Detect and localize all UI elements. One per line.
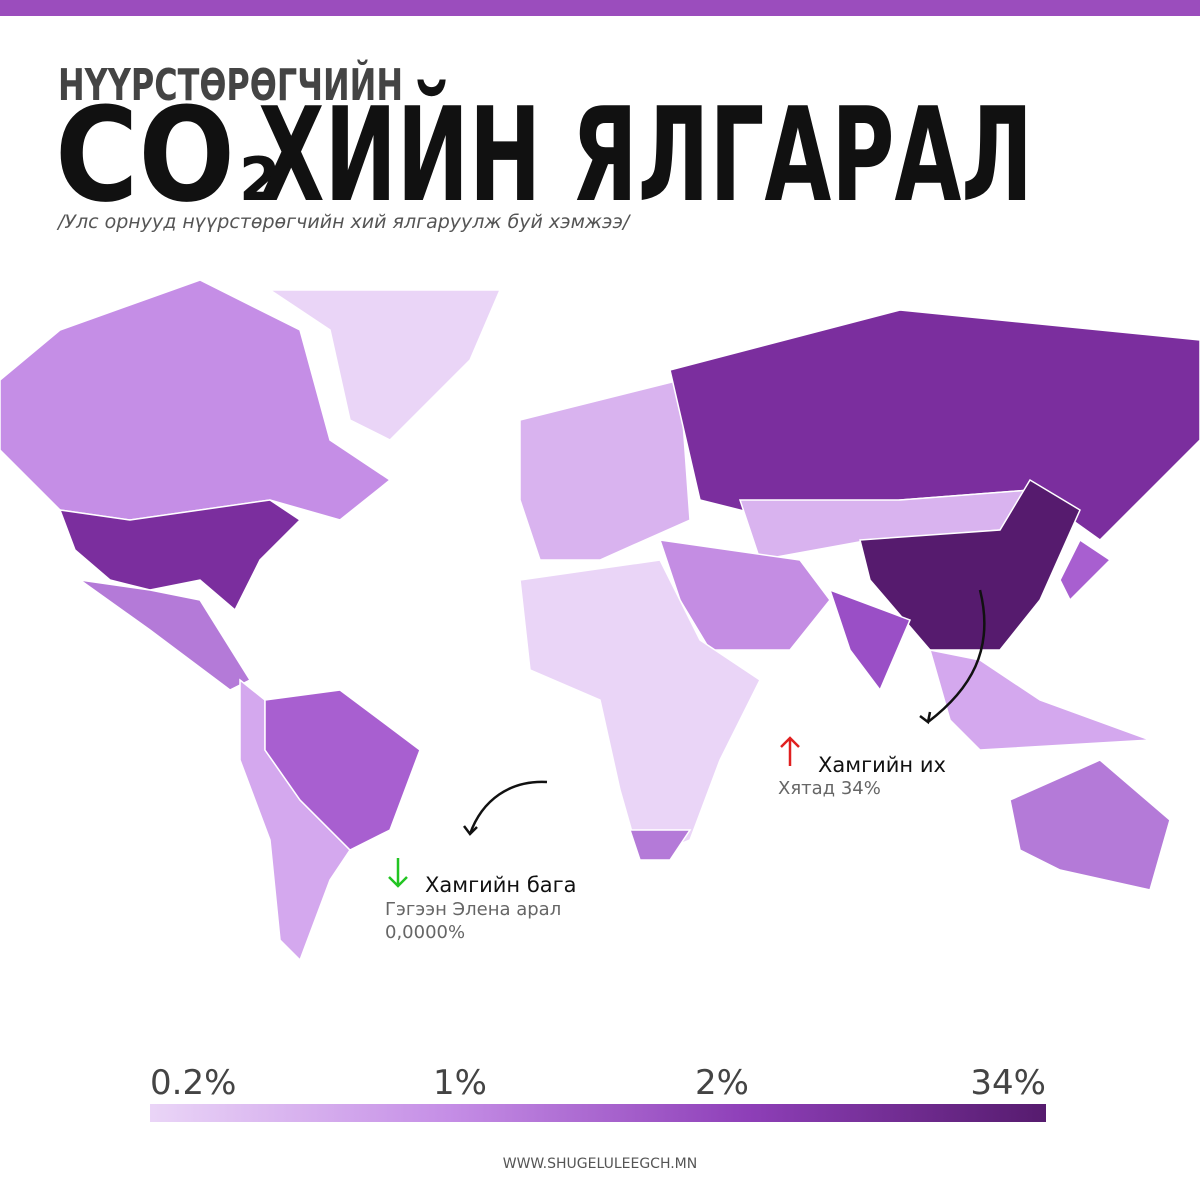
africa [519, 559, 761, 862]
legend-label: 0.2% [150, 1063, 236, 1103]
min-value: 0,0000% [385, 922, 465, 943]
min-arrow [468, 780, 548, 835]
top-bar [0, 0, 1200, 16]
india [828, 588, 911, 692]
down-icon [388, 858, 408, 888]
europe [519, 379, 691, 561]
subtitle: /Улс орнууд нүүрстөрөгчийн хий ялгаруулж… [56, 211, 632, 233]
title-subscript: 2 [239, 145, 281, 215]
footer: WWW.SHUGELULEEGCH.MN [503, 1156, 697, 1172]
brazil [264, 689, 421, 851]
kicker: НҮҮРСТӨРӨГЧИЙН [58, 58, 403, 111]
mexico [79, 579, 252, 691]
up-icon [780, 736, 800, 766]
greenland [267, 289, 502, 441]
legend-label: 2% [695, 1063, 749, 1103]
japan [1059, 538, 1112, 602]
max-arrow-head [919, 711, 932, 725]
legend: 0.2% 1% 2% 34% [150, 1063, 1046, 1122]
title: CO2ХИЙН ЯЛГАРАЛ [55, 79, 1033, 231]
legend-gradient [150, 1104, 1046, 1122]
china [859, 478, 1081, 651]
min-detail: Гэгээн Элена арал [385, 899, 561, 920]
world-map [0, 279, 1200, 962]
legend-label: 34% [970, 1063, 1046, 1103]
title-text: ХИЙН ЯЛГАРАЛ [258, 79, 1033, 231]
southeast-asia [928, 649, 1151, 751]
max-heading: Хамгийн их [818, 753, 946, 777]
south-africa [628, 829, 692, 861]
max-arrow [927, 589, 986, 723]
australia [1009, 759, 1171, 891]
min-arrow-head [463, 825, 478, 836]
min-heading: Хамгийн бага [425, 873, 577, 897]
usa [58, 499, 302, 612]
title-prefix: CO [55, 79, 235, 231]
legend-label: 1% [433, 1063, 487, 1103]
max-detail: Хятад 34% [778, 778, 881, 799]
canada [0, 279, 392, 521]
